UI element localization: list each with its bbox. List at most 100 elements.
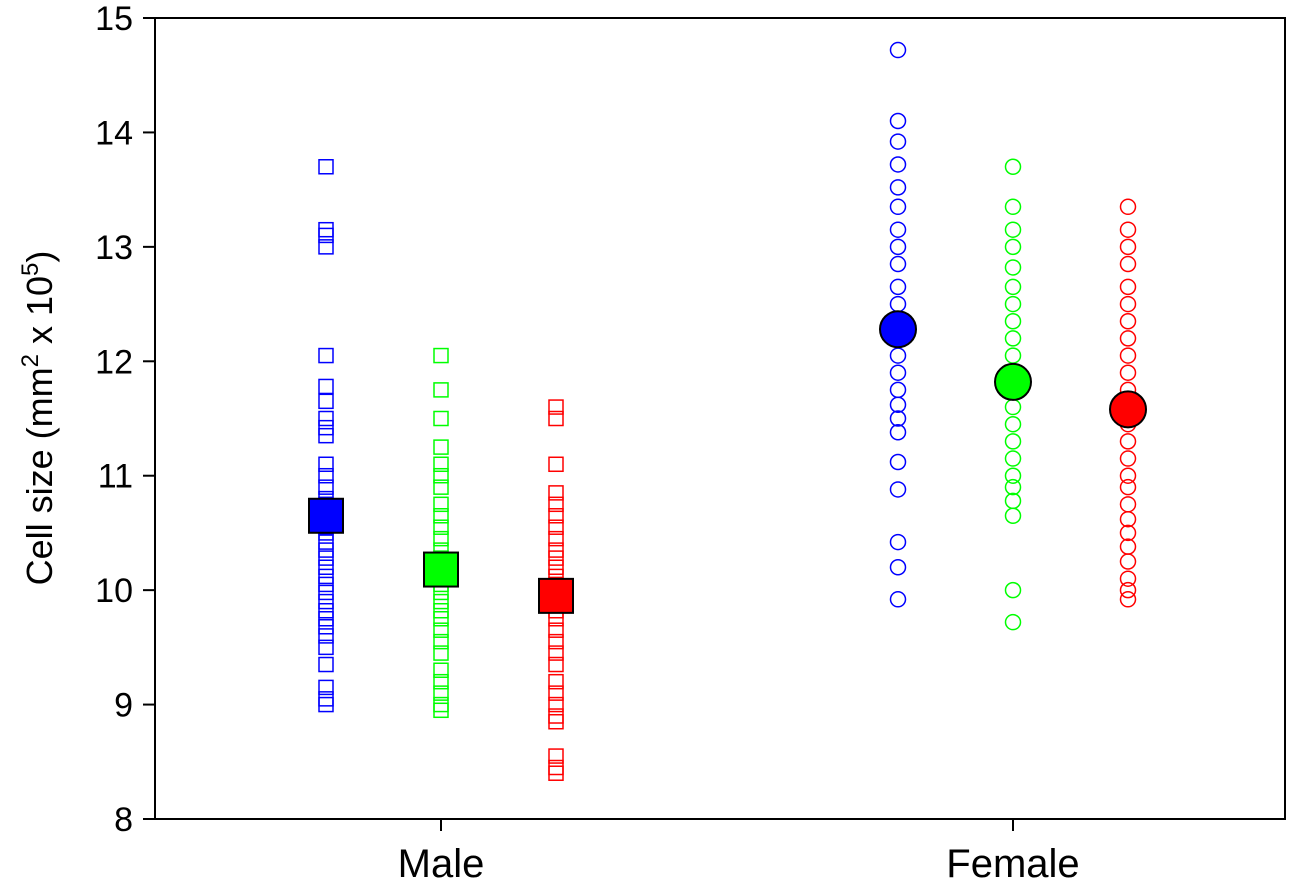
data-point-male-red — [548, 765, 564, 781]
data-point-female-blue — [889, 381, 907, 399]
data-point-male-green — [433, 622, 449, 638]
data-point-female-red — [1119, 478, 1137, 496]
data-point-female-red — [1119, 467, 1137, 484]
data-point-female-blue — [889, 221, 907, 238]
data-point-female-green — [1004, 221, 1022, 238]
data-point-female-green — [1004, 398, 1022, 416]
data-point-female-green — [1004, 507, 1022, 525]
data-point-female-blue — [889, 238, 907, 256]
data-point-male-blue — [318, 393, 334, 410]
data-point-male-red — [548, 496, 564, 513]
data-point-female-green — [1004, 415, 1022, 433]
data-point-female-red — [1119, 450, 1137, 467]
data-point-female-green — [1004, 259, 1022, 276]
data-point-male-red — [548, 748, 564, 764]
data-point-male-red — [548, 559, 564, 576]
data-point-male-blue — [318, 227, 334, 244]
data-point-male-red — [548, 622, 564, 638]
data-point-male-green — [433, 467, 449, 484]
data-point-male-green — [433, 685, 449, 701]
data-point-female-red — [1119, 591, 1137, 608]
data-point-male-blue — [318, 619, 334, 635]
data-point-male-blue — [318, 347, 334, 364]
data-point-female-green — [1004, 330, 1022, 347]
x-category-label-male: Male — [398, 842, 485, 882]
y-tick-label: 15 — [95, 0, 133, 38]
data-point-male-blue — [318, 534, 334, 550]
data-point-female-green — [1004, 433, 1022, 450]
data-point-female-green — [1004, 198, 1022, 216]
data-point-male-blue — [318, 584, 334, 601]
data-point-female-red — [1119, 538, 1137, 555]
y-tick-label: 8 — [114, 801, 133, 839]
data-point-male-green — [433, 519, 449, 535]
data-point-female-red — [1119, 278, 1137, 296]
data-point-female-red — [1119, 295, 1137, 313]
mean-marker-female-red — [1109, 390, 1147, 429]
data-point-female-red — [1119, 364, 1137, 381]
plot-frame — [154, 17, 1286, 820]
data-point-male-blue — [318, 593, 334, 610]
data-point-male-blue — [318, 550, 334, 566]
data-point-female-green — [1004, 312, 1022, 330]
data-point-male-green — [433, 439, 449, 455]
data-point-female-green — [1004, 238, 1022, 256]
data-point-male-red — [548, 542, 564, 558]
data-point-male-blue — [318, 576, 334, 593]
data-point-male-blue — [318, 559, 334, 576]
data-point-male-red — [548, 645, 564, 661]
data-point-male-blue — [318, 639, 334, 656]
data-point-female-green — [1004, 581, 1022, 599]
data-point-male-blue — [318, 679, 334, 696]
data-point-female-blue — [889, 364, 907, 381]
data-point-female-green — [1004, 492, 1022, 510]
data-point-female-blue — [889, 481, 907, 498]
data-point-female-blue — [889, 453, 907, 471]
data-point-male-blue — [318, 656, 334, 673]
data-point-male-red — [548, 456, 564, 473]
data-point-male-blue — [318, 378, 334, 395]
data-point-female-green — [1004, 347, 1022, 364]
data-point-male-blue — [318, 221, 334, 238]
mean-markers — [308, 310, 1147, 614]
data-point-female-red — [1119, 433, 1137, 450]
data-point-female-red — [1119, 221, 1137, 238]
data-point-male-blue — [318, 239, 334, 255]
data-point-male-red — [548, 485, 564, 501]
data-point-male-blue — [318, 427, 334, 444]
data-point-male-red — [548, 530, 564, 547]
y-axis-ticks: 8 9 10 11 12 13 14 15 — [95, 0, 155, 839]
y-axis-title: Cell size (mm2 x 105) — [17, 251, 60, 586]
data-point-female-green — [1004, 295, 1022, 313]
data-point-male-green — [433, 593, 449, 610]
data-point-male-green — [433, 496, 449, 513]
y-tick-label: 12 — [95, 343, 133, 381]
data-point-male-green — [433, 347, 449, 364]
mean-marker-female-green — [994, 362, 1032, 401]
data-point-male-red — [548, 713, 564, 730]
data-point-female-red — [1119, 330, 1137, 347]
data-point-female-blue — [889, 278, 907, 296]
data-point-female-blue — [889, 396, 907, 414]
data-point-female-blue — [889, 41, 907, 59]
data-point-male-red — [548, 508, 564, 524]
data-point-male-blue — [318, 419, 334, 436]
data-point-female-red — [1119, 255, 1137, 273]
data-point-female-red — [1119, 570, 1137, 587]
data-point-female-blue — [889, 198, 907, 216]
data-point-female-blue — [889, 133, 907, 150]
mean-marker-male-red — [538, 577, 574, 614]
mean-marker-male-blue — [308, 497, 344, 534]
data-point-female-red — [1119, 198, 1137, 216]
data-point-male-green — [433, 633, 449, 650]
data-point-male-blue — [318, 467, 334, 484]
data-point-male-green — [433, 479, 449, 495]
mean-marker-female-blue — [879, 310, 917, 349]
data-point-male-red — [548, 399, 564, 415]
data-point-female-red — [1119, 347, 1137, 364]
mean-marker-male-green — [423, 551, 459, 588]
data-point-female-red — [1119, 581, 1137, 599]
data-points — [318, 41, 1137, 781]
